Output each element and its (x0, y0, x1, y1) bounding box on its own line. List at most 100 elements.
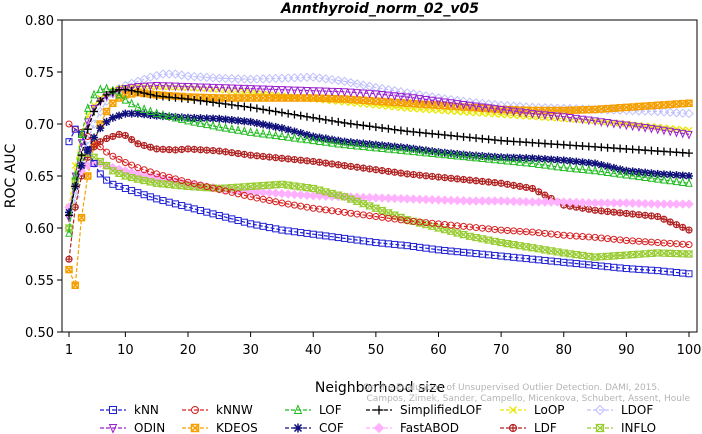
point-ldof (195, 72, 206, 82)
point-lof (616, 168, 624, 178)
point-simplifiedlof (240, 102, 249, 111)
point-ldof (452, 95, 462, 106)
point-simplifiedlof (384, 124, 393, 133)
point-odin (616, 120, 624, 130)
point-ldf (165, 146, 173, 154)
point-ldf (647, 212, 656, 220)
point-simplifiedlof (284, 109, 293, 118)
point-odin (127, 84, 136, 93)
point-cof (459, 150, 468, 159)
point-ldf (347, 162, 355, 170)
point-odin (347, 88, 355, 98)
point-lof (585, 164, 593, 174)
point-ldf (297, 156, 305, 164)
point-knnw (103, 148, 111, 156)
point-odin (146, 82, 155, 92)
point-ldf (221, 148, 230, 156)
point-odin (641, 124, 649, 133)
point-knnw (190, 180, 198, 188)
point-odin (309, 87, 318, 96)
point-ldof (245, 74, 256, 84)
point-ldf (378, 167, 386, 175)
point-cof (553, 155, 562, 164)
legend-item-ldof: LDOF (587, 403, 653, 417)
point-lof (203, 119, 211, 129)
point-loop (685, 126, 693, 134)
point-fastabod (602, 198, 613, 208)
point-odin (672, 128, 681, 138)
point-ldof (214, 73, 225, 83)
point-ldf (434, 173, 443, 181)
point-ldof (665, 107, 675, 118)
point-lof (127, 98, 136, 108)
point-simplifiedlof (365, 122, 374, 131)
point-kdeos (71, 281, 80, 289)
point-ldf (397, 169, 405, 177)
point-simplifiedlof (65, 211, 73, 220)
point-lof (678, 177, 687, 186)
point-odin (635, 123, 643, 132)
point-cof (221, 115, 230, 124)
point-odin (278, 86, 286, 95)
point-odin (585, 116, 593, 126)
point-lof (459, 151, 468, 161)
point-odin (84, 118, 92, 128)
point-lof (378, 143, 386, 153)
point-simplifiedlof (334, 117, 343, 126)
point-ldof (371, 82, 381, 93)
point-lof (278, 131, 286, 140)
point-lof (572, 163, 581, 173)
point-cof (447, 149, 456, 158)
point-ldf (109, 132, 117, 141)
point-lof (177, 114, 186, 123)
point-simplifiedlof (102, 90, 111, 99)
point-odin (265, 85, 274, 95)
point-ldof (252, 74, 262, 84)
point-cof (484, 152, 493, 161)
legend-item-lof: LOF (285, 403, 342, 417)
point-odin (228, 84, 236, 94)
point-ldof (465, 97, 475, 107)
point-lof (309, 135, 318, 145)
series-line-ldof (68, 73, 690, 229)
legend-label: INFLO (621, 421, 656, 434)
point-fastabod (646, 199, 657, 209)
point-ldof (458, 96, 469, 107)
point-simplifiedlof (396, 126, 405, 135)
point-lof (315, 136, 324, 145)
point-ldf (453, 175, 461, 183)
point-lof (328, 137, 336, 147)
point-lof (403, 145, 411, 155)
point-knnw (215, 186, 223, 194)
point-simplifiedlof (290, 110, 299, 119)
point-lof (234, 124, 242, 134)
x-tick-label: 30 (242, 343, 259, 358)
point-lof (102, 83, 111, 93)
point-lof (115, 89, 123, 99)
legend-marker-kdeos (190, 423, 200, 433)
point-ldf (134, 140, 142, 148)
y-tick-label: 0.60 (25, 222, 54, 237)
point-ldof (646, 106, 657, 117)
point-cof (202, 114, 211, 123)
point-simplifiedlof (90, 107, 99, 116)
point-fastabod (652, 199, 663, 209)
legend-marker-simplifiedlof (374, 405, 384, 415)
point-loop (604, 118, 612, 126)
legend-marker-ldof (594, 404, 606, 416)
point-lof (384, 143, 393, 153)
x-tick-label: 20 (180, 343, 197, 358)
point-odin (509, 107, 518, 117)
legend-label: ODIN (134, 421, 165, 434)
point-ldof (283, 73, 293, 83)
point-ldof (233, 74, 243, 84)
legend-item-knnw: kNNW (182, 403, 253, 417)
point-ldf (497, 179, 505, 187)
legend-marker-knnw (191, 406, 199, 414)
point-ldof (220, 73, 231, 84)
point-lof (516, 157, 524, 166)
point-knnw (128, 161, 136, 169)
point-cof (659, 170, 668, 179)
point-ldf (309, 157, 317, 165)
point-ldf (641, 211, 649, 219)
